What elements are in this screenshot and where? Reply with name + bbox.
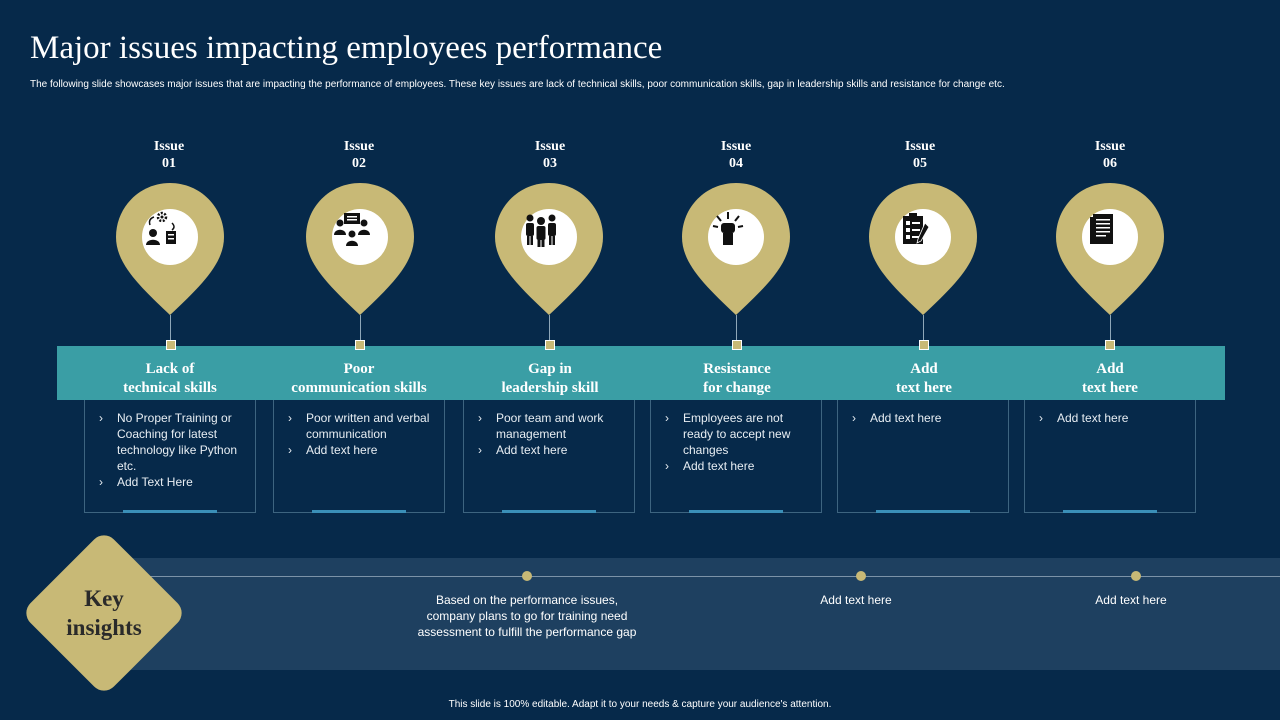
category-title-06: Add text here (1082, 361, 1138, 396)
connector-line (923, 315, 924, 340)
bullet-item: Add Text Here (99, 474, 247, 490)
card-accent (502, 510, 596, 513)
key-insights-label: Key insights (66, 586, 142, 640)
bullet-item: Poor written and verbal communication (288, 410, 436, 442)
issue-pin-04 (682, 183, 790, 315)
document-icon (1082, 209, 1138, 265)
insight-text-3: Add text here (1095, 593, 1167, 607)
issue-label-03: Issue 03 (534, 139, 566, 171)
issue-card-02: Poor written and verbal communication Ad… (273, 400, 445, 513)
issue-card-03: Poor team and work management Add text h… (463, 400, 635, 513)
connector-square (1105, 340, 1115, 350)
issue-label-01: Issue 01 (153, 139, 185, 171)
connector-square (919, 340, 929, 350)
connector-square (166, 340, 176, 350)
category-title-02: Poor communication skills (291, 361, 427, 396)
issue-pin-05 (869, 183, 977, 315)
bullet-item: Add text here (665, 458, 813, 474)
connector-square (355, 340, 365, 350)
connector-line (170, 315, 171, 340)
connector-line (736, 315, 737, 340)
checklist-icon (895, 209, 951, 265)
issue-card-06: Add text here (1024, 400, 1196, 513)
connector-line (1110, 315, 1111, 340)
bullet-item: Poor team and work management (478, 410, 626, 442)
people-gear-icon (142, 209, 198, 265)
insights-band (100, 558, 1280, 670)
connector-square (732, 340, 742, 350)
category-title-04: Resistance for change (703, 361, 771, 396)
insight-text-1: Based on the performance issues, company… (417, 593, 637, 639)
timeline-dot (856, 571, 866, 581)
bullet-item: Add text here (478, 442, 626, 458)
raised-fist-icon (708, 209, 764, 265)
insights-timeline (140, 576, 1280, 577)
card-accent (312, 510, 406, 513)
bullet-item: Employees are not ready to accept new ch… (665, 410, 813, 458)
bullet-item: Add text here (288, 442, 436, 458)
issue-label-05: Issue 05 (904, 139, 936, 171)
bullet-item: Add text here (1039, 410, 1187, 426)
discussion-icon (332, 209, 388, 265)
category-band (57, 346, 1225, 400)
connector-line (549, 315, 550, 340)
issue-card-01: No Proper Training or Coaching for lates… (84, 400, 256, 513)
footer-note: This slide is 100% editable. Adapt it to… (448, 699, 832, 710)
card-accent (123, 510, 217, 513)
category-title-03: Gap in leadership skill (501, 361, 599, 396)
issue-pin-03 (495, 183, 603, 315)
page-subtitle: The following slide showcases major issu… (30, 79, 1005, 90)
category-title-01: Lack of technical skills (123, 361, 217, 396)
card-accent (1063, 510, 1157, 513)
issue-label-06: Issue 06 (1094, 139, 1126, 171)
issue-card-04: Employees are not ready to accept new ch… (650, 400, 822, 513)
issue-label-02: Issue 02 (343, 139, 375, 171)
timeline-dot (1131, 571, 1141, 581)
team-icon (521, 209, 577, 265)
timeline-dot (522, 571, 532, 581)
issue-pin-02 (306, 183, 414, 315)
issue-card-05: Add text here (837, 400, 1009, 513)
category-title-05: Add text here (896, 361, 952, 396)
connector-line (360, 315, 361, 340)
issue-pin-01 (116, 183, 224, 315)
bullet-item: Add text here (852, 410, 1000, 426)
connector-square (545, 340, 555, 350)
bullet-item: No Proper Training or Coaching for lates… (99, 410, 247, 474)
issue-label-04: Issue 04 (720, 139, 752, 171)
insight-text-2: Add text here (820, 593, 892, 607)
issue-pin-06 (1056, 183, 1164, 315)
card-accent (876, 510, 970, 513)
card-accent (689, 510, 783, 513)
page-title: Major issues impacting employees perform… (30, 30, 663, 66)
